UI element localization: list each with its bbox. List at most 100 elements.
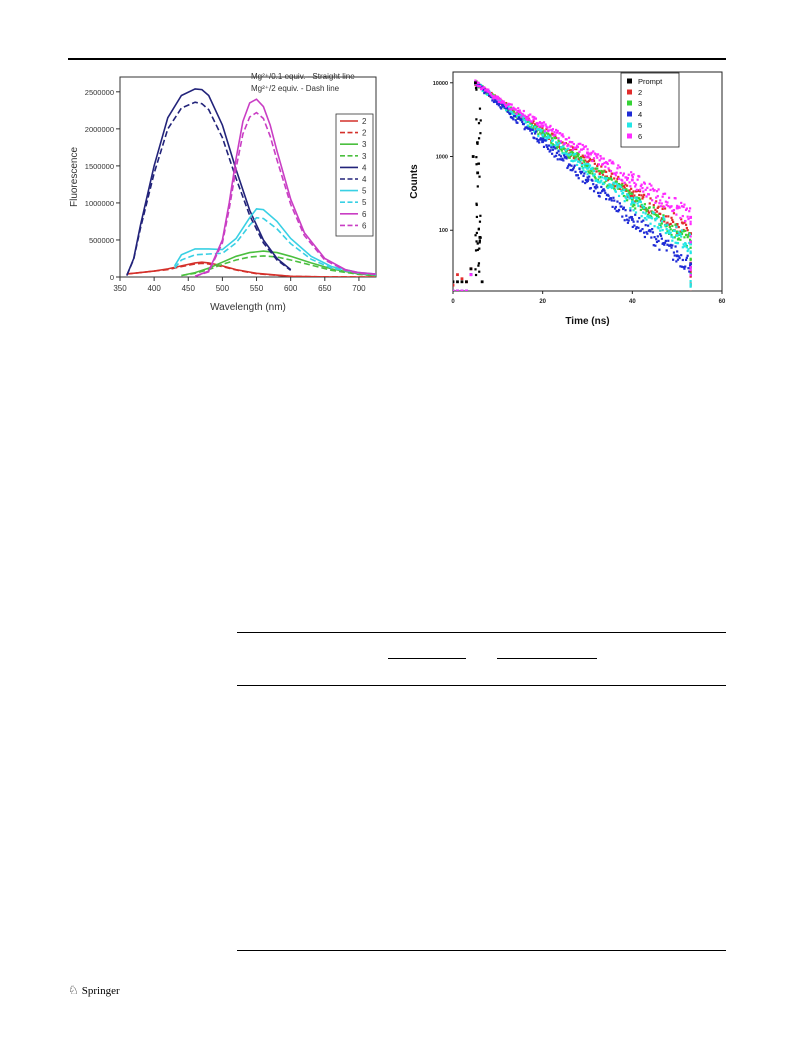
decay-point (593, 185, 596, 189)
decay-point (542, 145, 546, 148)
decay-point (613, 172, 617, 175)
decay-point (578, 156, 581, 159)
data-point (630, 218, 634, 221)
decay-point (562, 145, 565, 148)
decay-point (556, 158, 559, 161)
decay-point (594, 177, 597, 180)
prompt-point (477, 228, 480, 231)
decay-point (626, 199, 629, 202)
prompt-point (479, 214, 482, 217)
plot-frame (452, 71, 723, 292)
decay-point (590, 168, 593, 171)
x-axis-label: Wavelength (nm) (210, 302, 286, 313)
decay-point (581, 167, 584, 170)
decay-point (680, 235, 683, 238)
decay-point (579, 142, 582, 145)
decay-point (689, 235, 692, 238)
decay-point (616, 167, 619, 170)
decay-point (690, 313, 692, 315)
decay-point (576, 145, 580, 149)
decay-point (605, 175, 609, 178)
decay-point (641, 186, 644, 190)
decay-point (555, 131, 559, 134)
decay-point (541, 140, 544, 144)
decay-point (590, 151, 593, 154)
decay-point (631, 200, 634, 203)
decay-point (559, 140, 563, 143)
chart-annotation: Mg²⁺/0.1 equiv. - Straight line (251, 72, 355, 81)
legend-label: 6 (362, 221, 367, 230)
decay-point (488, 90, 491, 93)
decay-point (643, 203, 646, 206)
decay-point (652, 206, 655, 209)
decay-point (686, 254, 689, 257)
decay-point (654, 201, 657, 204)
decay-point (536, 127, 539, 131)
data-point (586, 151, 589, 155)
decay-point (525, 120, 528, 123)
decay-point (612, 162, 615, 165)
series-line-6-dash (194, 111, 376, 277)
legend-label: 5 (638, 121, 642, 130)
decay-point (586, 165, 589, 168)
decay-point (690, 299, 692, 301)
decay-point (577, 153, 580, 156)
decay-point (532, 118, 535, 121)
decay-point (655, 238, 658, 241)
decay-point (476, 85, 479, 88)
decay-point (595, 184, 598, 187)
decay-point (660, 202, 663, 205)
decay-point (626, 189, 630, 192)
decay-point (621, 207, 625, 211)
decay-point (690, 294, 692, 296)
decay-point (643, 182, 646, 185)
decay-point (580, 163, 584, 167)
decay-point (622, 206, 626, 209)
decay-point (575, 152, 579, 155)
decay-point (571, 148, 575, 151)
decay-point (690, 298, 692, 300)
decay-point (657, 227, 660, 230)
decay-point (577, 142, 580, 146)
decay-point (475, 81, 479, 84)
decay-point (591, 179, 594, 182)
decay-point (604, 191, 607, 195)
decay-point (621, 179, 624, 182)
decay-point (641, 228, 644, 231)
prompt-point (474, 268, 477, 271)
y-tick-label: 100 (439, 228, 448, 234)
decay-point (549, 124, 552, 128)
data-point (586, 166, 589, 170)
decay-point (664, 200, 667, 203)
decay-point (588, 165, 591, 169)
decay-point (601, 173, 605, 176)
decay-point (629, 185, 632, 188)
decay-point (688, 264, 692, 267)
decay-point (633, 194, 636, 197)
decay-point (663, 243, 666, 246)
data-point (456, 289, 459, 291)
decay-point (506, 103, 509, 107)
decay-point (561, 133, 564, 136)
table-bottom-rule (237, 950, 726, 951)
legend-label: 2 (362, 129, 367, 138)
legend-label: 3 (362, 140, 367, 149)
data-point (496, 99, 500, 103)
decay-point (529, 122, 532, 125)
data-point (471, 155, 475, 158)
decay-point (620, 189, 623, 193)
decay-point (550, 129, 554, 132)
decay-point (653, 213, 656, 216)
decay-point (628, 189, 631, 192)
decay-point (613, 189, 617, 192)
prompt-point (474, 234, 477, 237)
decay-point (648, 229, 651, 232)
decay-point (569, 151, 572, 154)
x-tick-label: 650 (318, 284, 332, 293)
decay-point (554, 144, 557, 147)
decay-point (575, 147, 578, 151)
decay-point (669, 228, 672, 231)
decay-point (653, 189, 656, 192)
decay-point (649, 197, 652, 200)
decay-point (538, 131, 542, 134)
